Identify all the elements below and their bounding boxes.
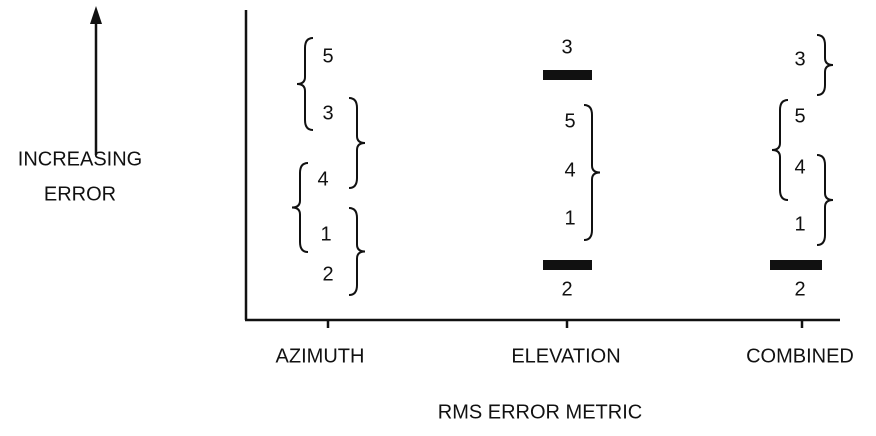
- column-label: COMBINED: [746, 345, 854, 367]
- rank-item: 1: [320, 223, 331, 245]
- brace: [771, 99, 789, 201]
- brace: [296, 37, 314, 131]
- column-label: ELEVATION: [511, 345, 620, 367]
- brace: [816, 34, 834, 96]
- tie-bar: [770, 260, 822, 270]
- brace: [348, 97, 366, 189]
- x-axis-label: RMS ERROR METRIC: [438, 401, 642, 423]
- rank-item: 1: [564, 207, 575, 229]
- rank-item: 2: [794, 278, 805, 300]
- tie-bar: [543, 260, 592, 270]
- brace: [583, 104, 601, 241]
- y-axis-label: INCREASING: [18, 148, 142, 170]
- rank-item: 5: [794, 105, 805, 127]
- rank-item: 2: [322, 263, 333, 285]
- rank-item: 4: [564, 159, 575, 181]
- brace: [291, 162, 309, 253]
- rank-item: 3: [322, 102, 333, 124]
- brace: [348, 207, 366, 296]
- rank-item: 3: [794, 48, 805, 70]
- rank-item: 2: [561, 278, 572, 300]
- rank-item: 4: [794, 156, 805, 178]
- rank-item: 5: [564, 110, 575, 132]
- column-label: AZIMUTH: [276, 345, 365, 367]
- y-axis-label: ERROR: [44, 183, 116, 205]
- brace: [816, 154, 834, 246]
- rank-item: 4: [317, 168, 328, 190]
- rank-item: 3: [561, 36, 572, 58]
- tie-bar: [543, 70, 592, 80]
- arrow-head: [90, 6, 102, 24]
- rank-item: 5: [322, 45, 333, 67]
- rank-item: 1: [794, 213, 805, 235]
